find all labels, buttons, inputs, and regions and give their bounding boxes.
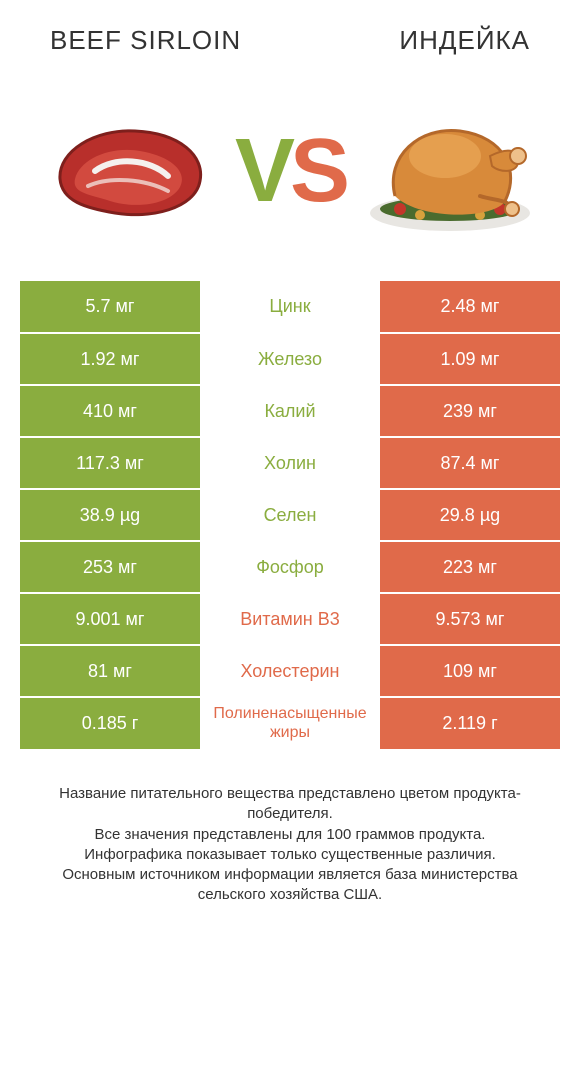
footnote-line: Все значения представлены для 100 граммо… bbox=[40, 825, 540, 845]
vs-label: VS bbox=[235, 126, 345, 216]
nutrient-label: Железо bbox=[200, 333, 380, 385]
table-row: 253 мгФосфор223 мг bbox=[20, 541, 560, 593]
table-row: 9.001 мгВитамин B39.573 мг bbox=[20, 593, 560, 645]
nutrient-label: Калий bbox=[200, 385, 380, 437]
hero-row: VS bbox=[20, 81, 560, 281]
nutrient-label: Витамин B3 bbox=[200, 593, 380, 645]
table-row: 1.92 мгЖелезо1.09 мг bbox=[20, 333, 560, 385]
value-left: 410 мг bbox=[20, 385, 200, 437]
image-beef-sirloin bbox=[30, 91, 230, 251]
value-left: 117.3 мг bbox=[20, 437, 200, 489]
value-right: 109 мг bbox=[380, 645, 560, 697]
table-row: 0.185 гПолиненасыщенные жиры2.119 г bbox=[20, 697, 560, 749]
header: BEEF SIRLOIN ИНДЕЙКА bbox=[20, 25, 560, 81]
turkey-icon bbox=[360, 101, 540, 241]
table-row: 5.7 мгЦинк2.48 мг bbox=[20, 281, 560, 333]
footnote-line: Название питательного вещества представл… bbox=[40, 784, 540, 825]
footnote: Название питательного вещества представл… bbox=[20, 749, 560, 906]
value-right: 239 мг bbox=[380, 385, 560, 437]
nutrient-label: Цинк bbox=[200, 281, 380, 333]
value-right: 1.09 мг bbox=[380, 333, 560, 385]
value-left: 9.001 мг bbox=[20, 593, 200, 645]
value-right: 2.48 мг bbox=[380, 281, 560, 333]
beef-icon bbox=[40, 101, 220, 241]
image-turkey bbox=[350, 91, 550, 251]
comparison-tbody: 5.7 мгЦинк2.48 мг1.92 мгЖелезо1.09 мг410… bbox=[20, 281, 560, 749]
value-left: 1.92 мг bbox=[20, 333, 200, 385]
title-right: ИНДЕЙКА bbox=[399, 25, 530, 56]
value-right: 223 мг bbox=[380, 541, 560, 593]
table-row: 38.9 µgСелен29.8 µg bbox=[20, 489, 560, 541]
value-right: 9.573 мг bbox=[380, 593, 560, 645]
nutrient-label: Холестерин bbox=[200, 645, 380, 697]
value-right: 87.4 мг bbox=[380, 437, 560, 489]
value-left: 81 мг bbox=[20, 645, 200, 697]
table-row: 117.3 мгХолин87.4 мг bbox=[20, 437, 560, 489]
table-row: 410 мгКалий239 мг bbox=[20, 385, 560, 437]
value-right: 29.8 µg bbox=[380, 489, 560, 541]
footnote-line: Основным источником информации является … bbox=[40, 865, 540, 906]
nutrient-label: Полиненасыщенные жиры bbox=[200, 697, 380, 749]
nutrient-label: Холин bbox=[200, 437, 380, 489]
vs-v: V bbox=[235, 121, 290, 221]
value-left: 5.7 мг bbox=[20, 281, 200, 333]
value-right: 2.119 г bbox=[380, 697, 560, 749]
nutrient-label: Фосфор bbox=[200, 541, 380, 593]
value-left: 38.9 µg bbox=[20, 489, 200, 541]
title-left: BEEF SIRLOIN bbox=[50, 25, 241, 56]
vs-s: S bbox=[290, 121, 345, 221]
value-left: 253 мг bbox=[20, 541, 200, 593]
comparison-table: 5.7 мгЦинк2.48 мг1.92 мгЖелезо1.09 мг410… bbox=[20, 281, 560, 749]
value-left: 0.185 г bbox=[20, 697, 200, 749]
table-row: 81 мгХолестерин109 мг bbox=[20, 645, 560, 697]
footnote-line: Инфографика показывает только существенн… bbox=[40, 845, 540, 865]
infographic-root: BEEF SIRLOIN ИНДЕЙКА VS bbox=[0, 0, 580, 926]
nutrient-label: Селен bbox=[200, 489, 380, 541]
